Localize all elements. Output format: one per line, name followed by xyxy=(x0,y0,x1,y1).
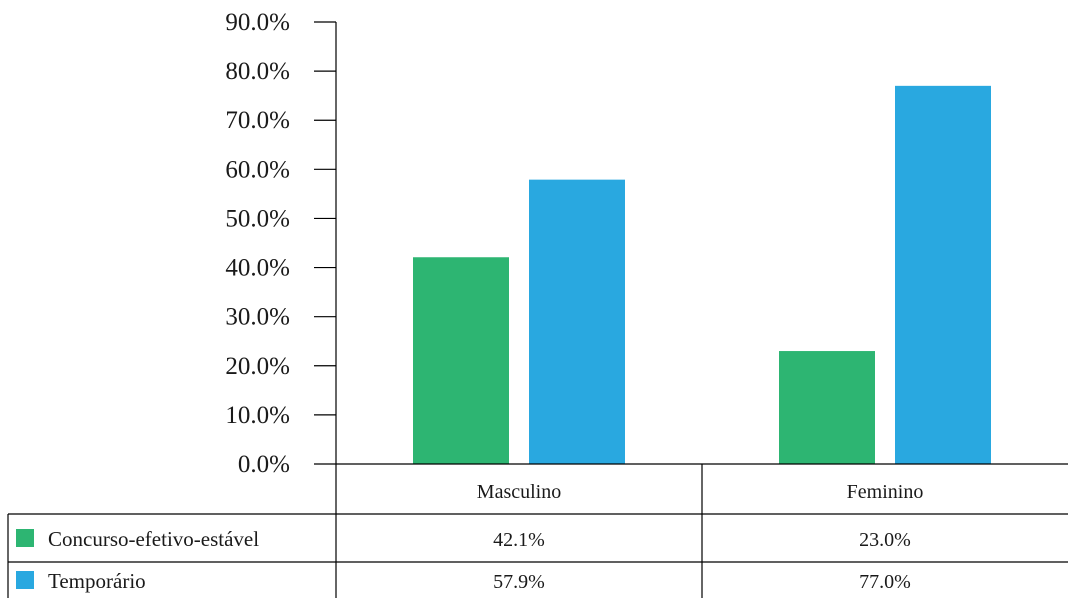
legend-entry: Concurso-efetivo-estável xyxy=(48,527,259,551)
data-label: 23.0% xyxy=(859,529,911,551)
data-label: 42.1% xyxy=(493,529,545,551)
y-tick-label: 20.0% xyxy=(225,353,290,380)
y-tick-label: 30.0% xyxy=(225,304,290,331)
legend-entry: Temporário xyxy=(48,569,146,593)
x-category-label: Masculino xyxy=(477,481,561,503)
y-tick-label: 90.0% xyxy=(225,9,290,36)
data-label: 77.0% xyxy=(859,571,911,593)
bar xyxy=(413,257,509,464)
bar xyxy=(895,85,991,464)
bar xyxy=(529,179,625,464)
y-tick-label: 50.0% xyxy=(225,205,290,232)
bars xyxy=(413,85,991,464)
y-tick-label: 0.0% xyxy=(238,451,290,478)
y-tick-label: 70.0% xyxy=(225,107,290,134)
bar xyxy=(779,351,875,464)
y-axis: 0.0% 10.0% 20.0% 30.0% 40.0% 50.0% 60.0% 70.0% 8… xyxy=(225,9,337,598)
y-tick-label: 40.0% xyxy=(225,255,290,282)
legend-swatch xyxy=(16,571,34,589)
data-table: Masculino Feminino Concurso-efetivo-estáve… xyxy=(7,463,1068,598)
x-category-label: Feminino xyxy=(847,481,924,503)
y-tick-label: 60.0% xyxy=(225,156,290,183)
y-tick-label: 80.0% xyxy=(225,58,290,85)
data-label: 57.9% xyxy=(493,571,545,593)
y-tick-label: 10.0% xyxy=(225,402,290,429)
legend-swatch xyxy=(16,529,34,547)
